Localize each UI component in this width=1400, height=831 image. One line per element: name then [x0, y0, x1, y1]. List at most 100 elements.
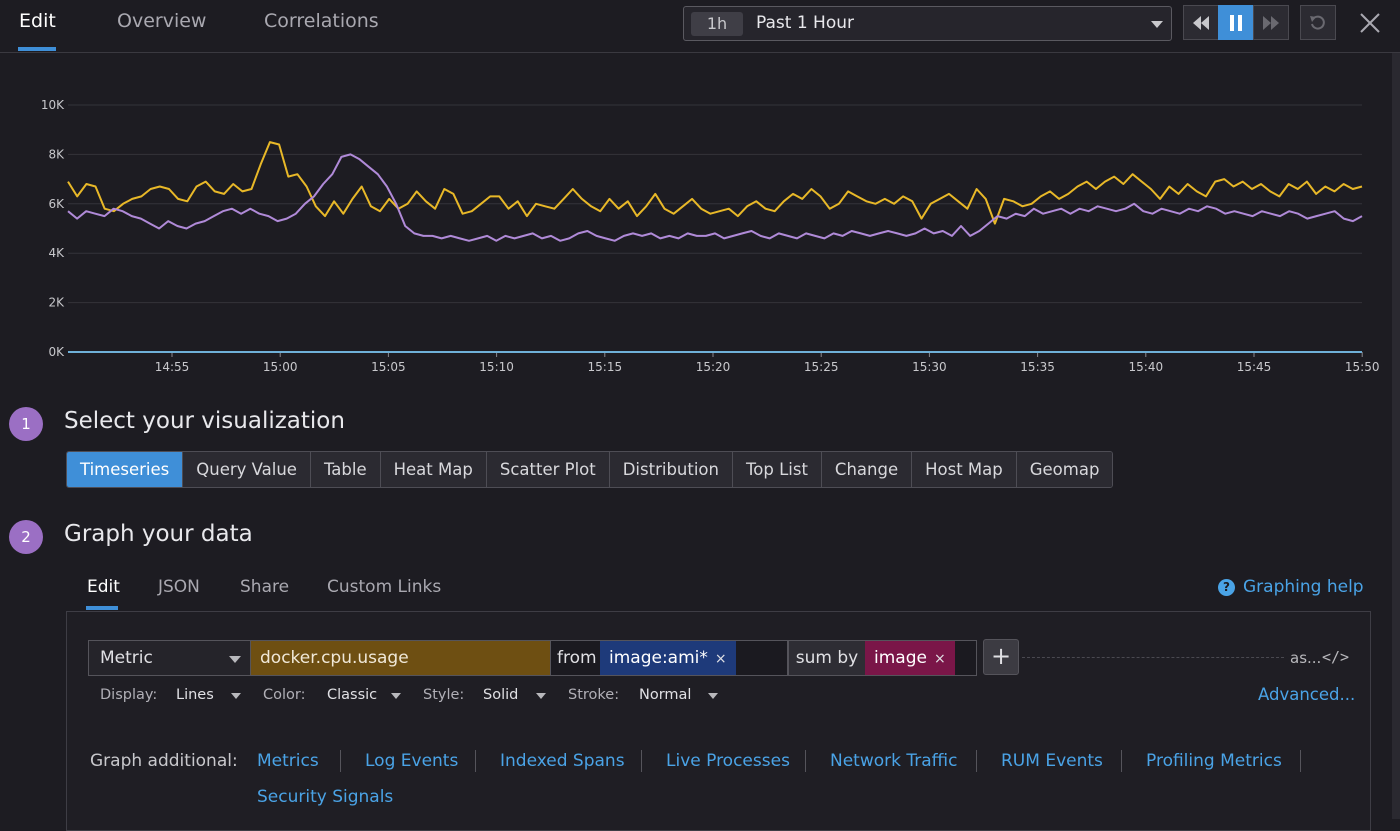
- x-tick-label: 15:45: [1237, 360, 1272, 374]
- link-divider: [976, 750, 977, 772]
- x-tick-label: 15:25: [804, 360, 839, 374]
- add-live-processes-link[interactable]: Live Processes: [666, 751, 790, 771]
- viz-geomap-button[interactable]: Geomap: [1016, 452, 1113, 487]
- graph-tab-underline: [86, 606, 118, 610]
- graphing-help-label: Graphing help: [1243, 577, 1364, 597]
- viz-scatter-plot-button[interactable]: Scatter Plot: [486, 452, 610, 487]
- viz-distribution-button[interactable]: Distribution: [609, 452, 733, 487]
- x-tick-label: 15:15: [588, 360, 623, 374]
- x-tick-label: 15:20: [696, 360, 731, 374]
- add-indexed-spans-link[interactable]: Indexed Spans: [500, 751, 625, 771]
- graph-tab-edit[interactable]: Edit: [87, 577, 120, 597]
- stroke-select[interactable]: Normal: [639, 687, 692, 703]
- graph-additional-label: Graph additional:: [90, 751, 238, 771]
- add-function-button[interactable]: +: [983, 639, 1019, 675]
- chevron-down-icon: [536, 693, 546, 699]
- help-icon: ?: [1218, 578, 1235, 596]
- viz-query-value-button[interactable]: Query Value: [183, 452, 311, 487]
- reset-button[interactable]: [1300, 5, 1336, 40]
- step-title-graph-data: Graph your data: [64, 521, 253, 547]
- graph-tab-custom-links[interactable]: Custom Links: [327, 577, 442, 597]
- pause-icon: [1230, 14, 1242, 31]
- metric-name-value: docker.cpu.usage: [260, 648, 409, 668]
- visualization-type-selector: Timeseries Query Value Table Heat Map Sc…: [66, 451, 1114, 488]
- remove-tag-icon[interactable]: ×: [714, 651, 727, 667]
- step-title-visualization: Select your visualization: [64, 408, 345, 434]
- rewind-icon: [1193, 15, 1209, 30]
- advanced-options-link[interactable]: Advanced...: [1258, 685, 1356, 704]
- data-source-select[interactable]: Metric: [88, 640, 251, 676]
- viz-heat-map-button[interactable]: Heat Map: [380, 452, 487, 487]
- y-tick-label: 8K: [48, 147, 65, 161]
- metric-name-input[interactable]: docker.cpu.usage: [251, 640, 550, 676]
- link-divider: [1121, 750, 1122, 772]
- data-source-value: Metric: [100, 648, 153, 668]
- graph-tab-share[interactable]: Share: [240, 577, 290, 597]
- sum-by-label: sum by: [789, 641, 865, 675]
- x-tick-label: 15:05: [371, 360, 406, 374]
- rewind-button[interactable]: [1183, 5, 1219, 40]
- series-line: [67, 153, 1363, 242]
- viz-top-list-button[interactable]: Top List: [732, 452, 822, 487]
- y-tick-label: 6K: [48, 197, 65, 211]
- chevron-down-icon: [1151, 21, 1163, 28]
- from-tag-label: image:ami*: [609, 648, 708, 668]
- tab-overview[interactable]: Overview: [117, 10, 207, 32]
- add-network-traffic-link[interactable]: Network Traffic: [830, 751, 958, 771]
- tab-edit-underline: [18, 47, 56, 51]
- fast-forward-icon: [1263, 15, 1279, 30]
- x-tick-label: 15:40: [1129, 360, 1164, 374]
- add-security-signals-link[interactable]: Security Signals: [257, 787, 394, 807]
- y-tick-label: 0K: [48, 345, 65, 359]
- link-divider: [1300, 750, 1301, 772]
- link-divider: [641, 750, 642, 772]
- code-icon[interactable]: </>: [1322, 648, 1350, 666]
- top-bar: Edit Overview Correlations 1h Past 1 Hou…: [0, 0, 1400, 53]
- viz-change-button[interactable]: Change: [821, 452, 913, 487]
- alias-divider: [1022, 657, 1284, 658]
- chevron-down-icon: [391, 693, 401, 699]
- viz-timeseries-button[interactable]: Timeseries: [67, 452, 184, 487]
- stroke-label: Stroke:: [568, 687, 620, 703]
- display-select[interactable]: Lines: [176, 687, 214, 703]
- pause-button[interactable]: [1218, 5, 1254, 40]
- from-tag-chip[interactable]: image:ami* ×: [600, 641, 736, 675]
- series-line: [67, 141, 1363, 225]
- tab-edit[interactable]: Edit: [19, 10, 56, 32]
- graphing-help-link[interactable]: ? Graphing help: [1218, 577, 1364, 597]
- add-rum-events-link[interactable]: RUM Events: [1001, 751, 1103, 771]
- add-profiling-metrics-link[interactable]: Profiling Metrics: [1146, 751, 1282, 771]
- tab-correlations[interactable]: Correlations: [264, 10, 379, 32]
- alias-field[interactable]: as...: [1290, 649, 1322, 667]
- reset-icon: [1310, 15, 1325, 30]
- close-icon[interactable]: [1355, 8, 1385, 38]
- sum-by-tag-chip[interactable]: image ×: [865, 641, 955, 675]
- viz-table-button[interactable]: Table: [310, 452, 381, 487]
- sum-by-field[interactable]: sum by image ×: [788, 640, 977, 676]
- color-label: Color:: [263, 687, 306, 703]
- link-divider: [805, 750, 806, 772]
- scrollbar[interactable]: [1392, 53, 1400, 819]
- color-select[interactable]: Classic: [327, 687, 378, 703]
- x-tick-label: 14:55: [155, 360, 190, 374]
- from-filter-field[interactable]: from image:ami* ×: [550, 640, 788, 676]
- display-label: Display:: [100, 687, 158, 703]
- link-divider: [340, 750, 341, 772]
- y-tick-label: 4K: [48, 246, 65, 260]
- remove-tag-icon[interactable]: ×: [933, 651, 946, 667]
- step-number-2: 2: [9, 520, 43, 554]
- chevron-down-icon: [231, 693, 241, 699]
- time-range-selector[interactable]: 1h Past 1 Hour: [683, 6, 1172, 41]
- sum-by-tag-label: image: [874, 648, 927, 668]
- fast-forward-button[interactable]: [1253, 5, 1289, 40]
- viz-host-map-button[interactable]: Host Map: [912, 452, 1017, 487]
- from-label: from: [557, 648, 597, 668]
- time-range-badge: 1h: [691, 12, 743, 36]
- x-tick-label: 15:50: [1345, 360, 1380, 374]
- graph-tab-json[interactable]: JSON: [158, 577, 200, 597]
- add-log-events-link[interactable]: Log Events: [365, 751, 459, 771]
- x-tick-label: 15:00: [263, 360, 298, 374]
- add-metrics-link[interactable]: Metrics: [257, 751, 319, 771]
- x-tick-label: 15:30: [912, 360, 947, 374]
- style-select[interactable]: Solid: [483, 687, 519, 703]
